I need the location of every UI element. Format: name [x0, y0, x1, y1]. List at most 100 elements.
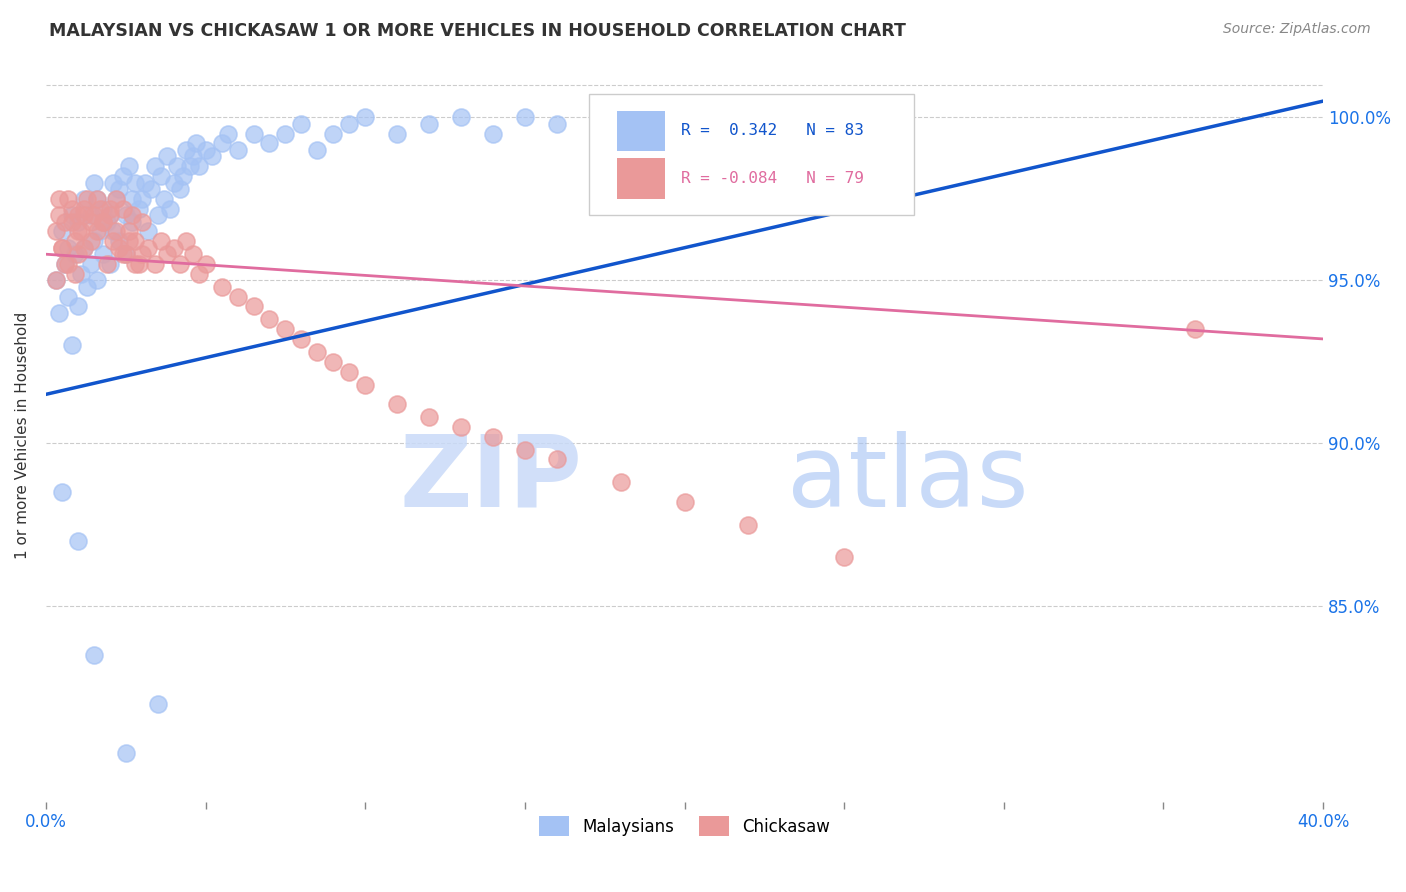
Legend: Malaysians, Chickasaw: Malaysians, Chickasaw — [530, 807, 838, 845]
Point — [176, 143, 198, 157]
Point — [322, 355, 344, 369]
Point — [73, 241, 96, 255]
Point — [66, 247, 89, 261]
Point — [45, 273, 67, 287]
Point — [211, 280, 233, 294]
Point — [93, 214, 115, 228]
Point — [290, 332, 312, 346]
Point — [546, 452, 568, 467]
Point — [66, 299, 89, 313]
Point — [482, 430, 505, 444]
Point — [418, 117, 440, 131]
Point — [45, 224, 67, 238]
Point — [217, 127, 239, 141]
Point — [124, 257, 146, 271]
Point — [274, 127, 297, 141]
Point — [45, 273, 67, 287]
Point — [149, 169, 172, 183]
Point — [118, 234, 141, 248]
Point — [194, 257, 217, 271]
Point — [141, 182, 163, 196]
Point — [96, 214, 118, 228]
Point — [93, 247, 115, 261]
Point — [63, 234, 86, 248]
Point — [188, 267, 211, 281]
Point — [169, 257, 191, 271]
Point — [166, 159, 188, 173]
Point — [51, 241, 73, 255]
Point — [79, 214, 101, 228]
Point — [163, 176, 186, 190]
Point — [98, 257, 121, 271]
Point — [66, 208, 89, 222]
Point — [70, 267, 93, 281]
Point — [546, 117, 568, 131]
Point — [114, 247, 136, 261]
Point — [673, 495, 696, 509]
Point — [60, 202, 83, 216]
Point — [226, 143, 249, 157]
Point — [105, 192, 128, 206]
Text: Source: ZipAtlas.com: Source: ZipAtlas.com — [1223, 22, 1371, 37]
Point — [307, 143, 329, 157]
Point — [832, 550, 855, 565]
Point — [79, 257, 101, 271]
Point — [121, 192, 143, 206]
Point — [58, 289, 80, 303]
Point — [482, 127, 505, 141]
Point — [131, 247, 153, 261]
Point — [86, 273, 108, 287]
Point — [63, 247, 86, 261]
Point — [385, 397, 408, 411]
Point — [128, 257, 150, 271]
Point — [134, 176, 156, 190]
Point — [108, 241, 131, 255]
Point — [136, 224, 159, 238]
Point — [73, 208, 96, 222]
Point — [105, 224, 128, 238]
Point — [58, 241, 80, 255]
Point — [51, 485, 73, 500]
Point — [114, 208, 136, 222]
Point — [73, 192, 96, 206]
Point — [83, 176, 105, 190]
Point — [111, 202, 134, 216]
Point — [96, 257, 118, 271]
Point — [121, 214, 143, 228]
Point — [58, 192, 80, 206]
Point — [211, 136, 233, 151]
Point — [105, 192, 128, 206]
Point — [98, 208, 121, 222]
Point — [101, 224, 124, 238]
Point — [124, 176, 146, 190]
Point — [48, 192, 70, 206]
Point — [51, 224, 73, 238]
Point — [149, 234, 172, 248]
Point — [79, 208, 101, 222]
Point — [307, 345, 329, 359]
Point — [156, 247, 179, 261]
Point — [63, 267, 86, 281]
Point — [76, 192, 98, 206]
Point — [108, 234, 131, 248]
Point — [73, 241, 96, 255]
Point — [385, 127, 408, 141]
Point — [513, 442, 536, 457]
Point — [146, 208, 169, 222]
Point — [188, 159, 211, 173]
Point — [66, 533, 89, 548]
Point — [58, 257, 80, 271]
Point — [76, 280, 98, 294]
Point — [737, 517, 759, 532]
Point — [322, 127, 344, 141]
Point — [101, 234, 124, 248]
Point — [290, 117, 312, 131]
Point — [60, 208, 83, 222]
Point — [51, 241, 73, 255]
Point — [131, 192, 153, 206]
FancyBboxPatch shape — [617, 158, 665, 199]
Point — [53, 214, 76, 228]
Point — [1184, 322, 1206, 336]
Point — [89, 224, 111, 238]
Text: atlas: atlas — [787, 431, 1028, 527]
